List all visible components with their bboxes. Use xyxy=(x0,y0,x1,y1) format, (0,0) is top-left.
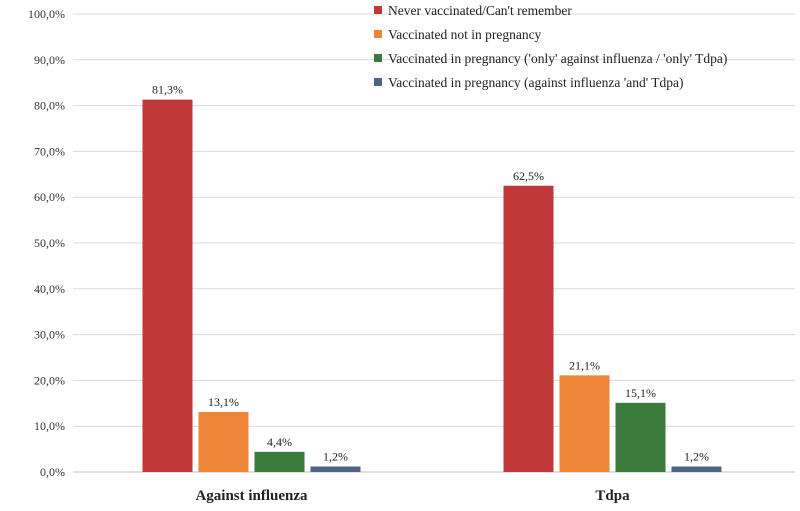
bar-against-influenza-series-2 xyxy=(254,451,305,472)
y-tick-label: 90,0% xyxy=(34,53,65,67)
bar-tdpa-series-0 xyxy=(503,185,554,472)
y-tick-label: 30,0% xyxy=(34,328,65,342)
legend-label-3: Vaccinated in pregnancy (against influen… xyxy=(388,75,684,90)
legend-label-0: Never vaccinated/Can't remember xyxy=(388,3,572,18)
bars xyxy=(142,99,722,473)
legend-swatch-0 xyxy=(374,6,382,14)
data-label: 1,2% xyxy=(684,450,709,464)
bar-against-influenza-series-1 xyxy=(198,412,249,472)
data-label: 4,4% xyxy=(267,435,292,449)
legend-label-1: Vaccinated not in pregnancy xyxy=(388,27,542,42)
legend-swatch-3 xyxy=(374,78,382,86)
data-label: 13,1% xyxy=(208,395,239,409)
gridlines xyxy=(73,13,795,473)
y-tick-label: 50,0% xyxy=(34,236,65,250)
bar-tdpa-series-2 xyxy=(615,402,666,472)
y-tick-label: 10,0% xyxy=(34,419,65,433)
data-label: 15,1% xyxy=(625,386,656,400)
y-tick-label: 20,0% xyxy=(34,373,65,387)
x-axis-categories: Against influenza Tdpa xyxy=(195,488,630,504)
data-label: 1,2% xyxy=(323,450,348,464)
y-tick-label: 0,0% xyxy=(40,465,65,479)
bar-against-influenza-series-0 xyxy=(142,99,193,473)
data-labels: 81,3% 13,1% 4,4% 1,2% 62,5% 21,1% 15,1% 1,2% xyxy=(152,83,709,464)
bar-against-influenza-series-3 xyxy=(310,466,361,472)
y-tick-label: 40,0% xyxy=(34,282,65,296)
data-label: 21,1% xyxy=(569,358,600,372)
category-label: Against influenza xyxy=(195,488,308,504)
bar-tdpa-series-1 xyxy=(559,375,610,472)
legend-label-2: Vaccinated in pregnancy ('only' against … xyxy=(388,51,727,66)
bar-tdpa-series-3 xyxy=(671,466,722,472)
legend: Never vaccinated/Can't remember Vaccinate… xyxy=(374,3,727,90)
y-tick-label: 70,0% xyxy=(34,144,65,158)
y-tick-label: 100,0% xyxy=(28,7,65,21)
legend-swatch-2 xyxy=(374,54,382,62)
category-label: Tdpa xyxy=(595,488,630,504)
data-label: 81,3% xyxy=(152,83,183,97)
y-tick-label: 60,0% xyxy=(34,190,65,204)
y-tick-label: 80,0% xyxy=(34,99,65,113)
legend-swatch-1 xyxy=(374,30,382,38)
data-label: 62,5% xyxy=(513,169,544,183)
y-axis-ticks: 0,0% 10,0% 20,0% 30,0% 40,0% 50,0% 60,0% 70,0% 8… xyxy=(28,7,65,479)
